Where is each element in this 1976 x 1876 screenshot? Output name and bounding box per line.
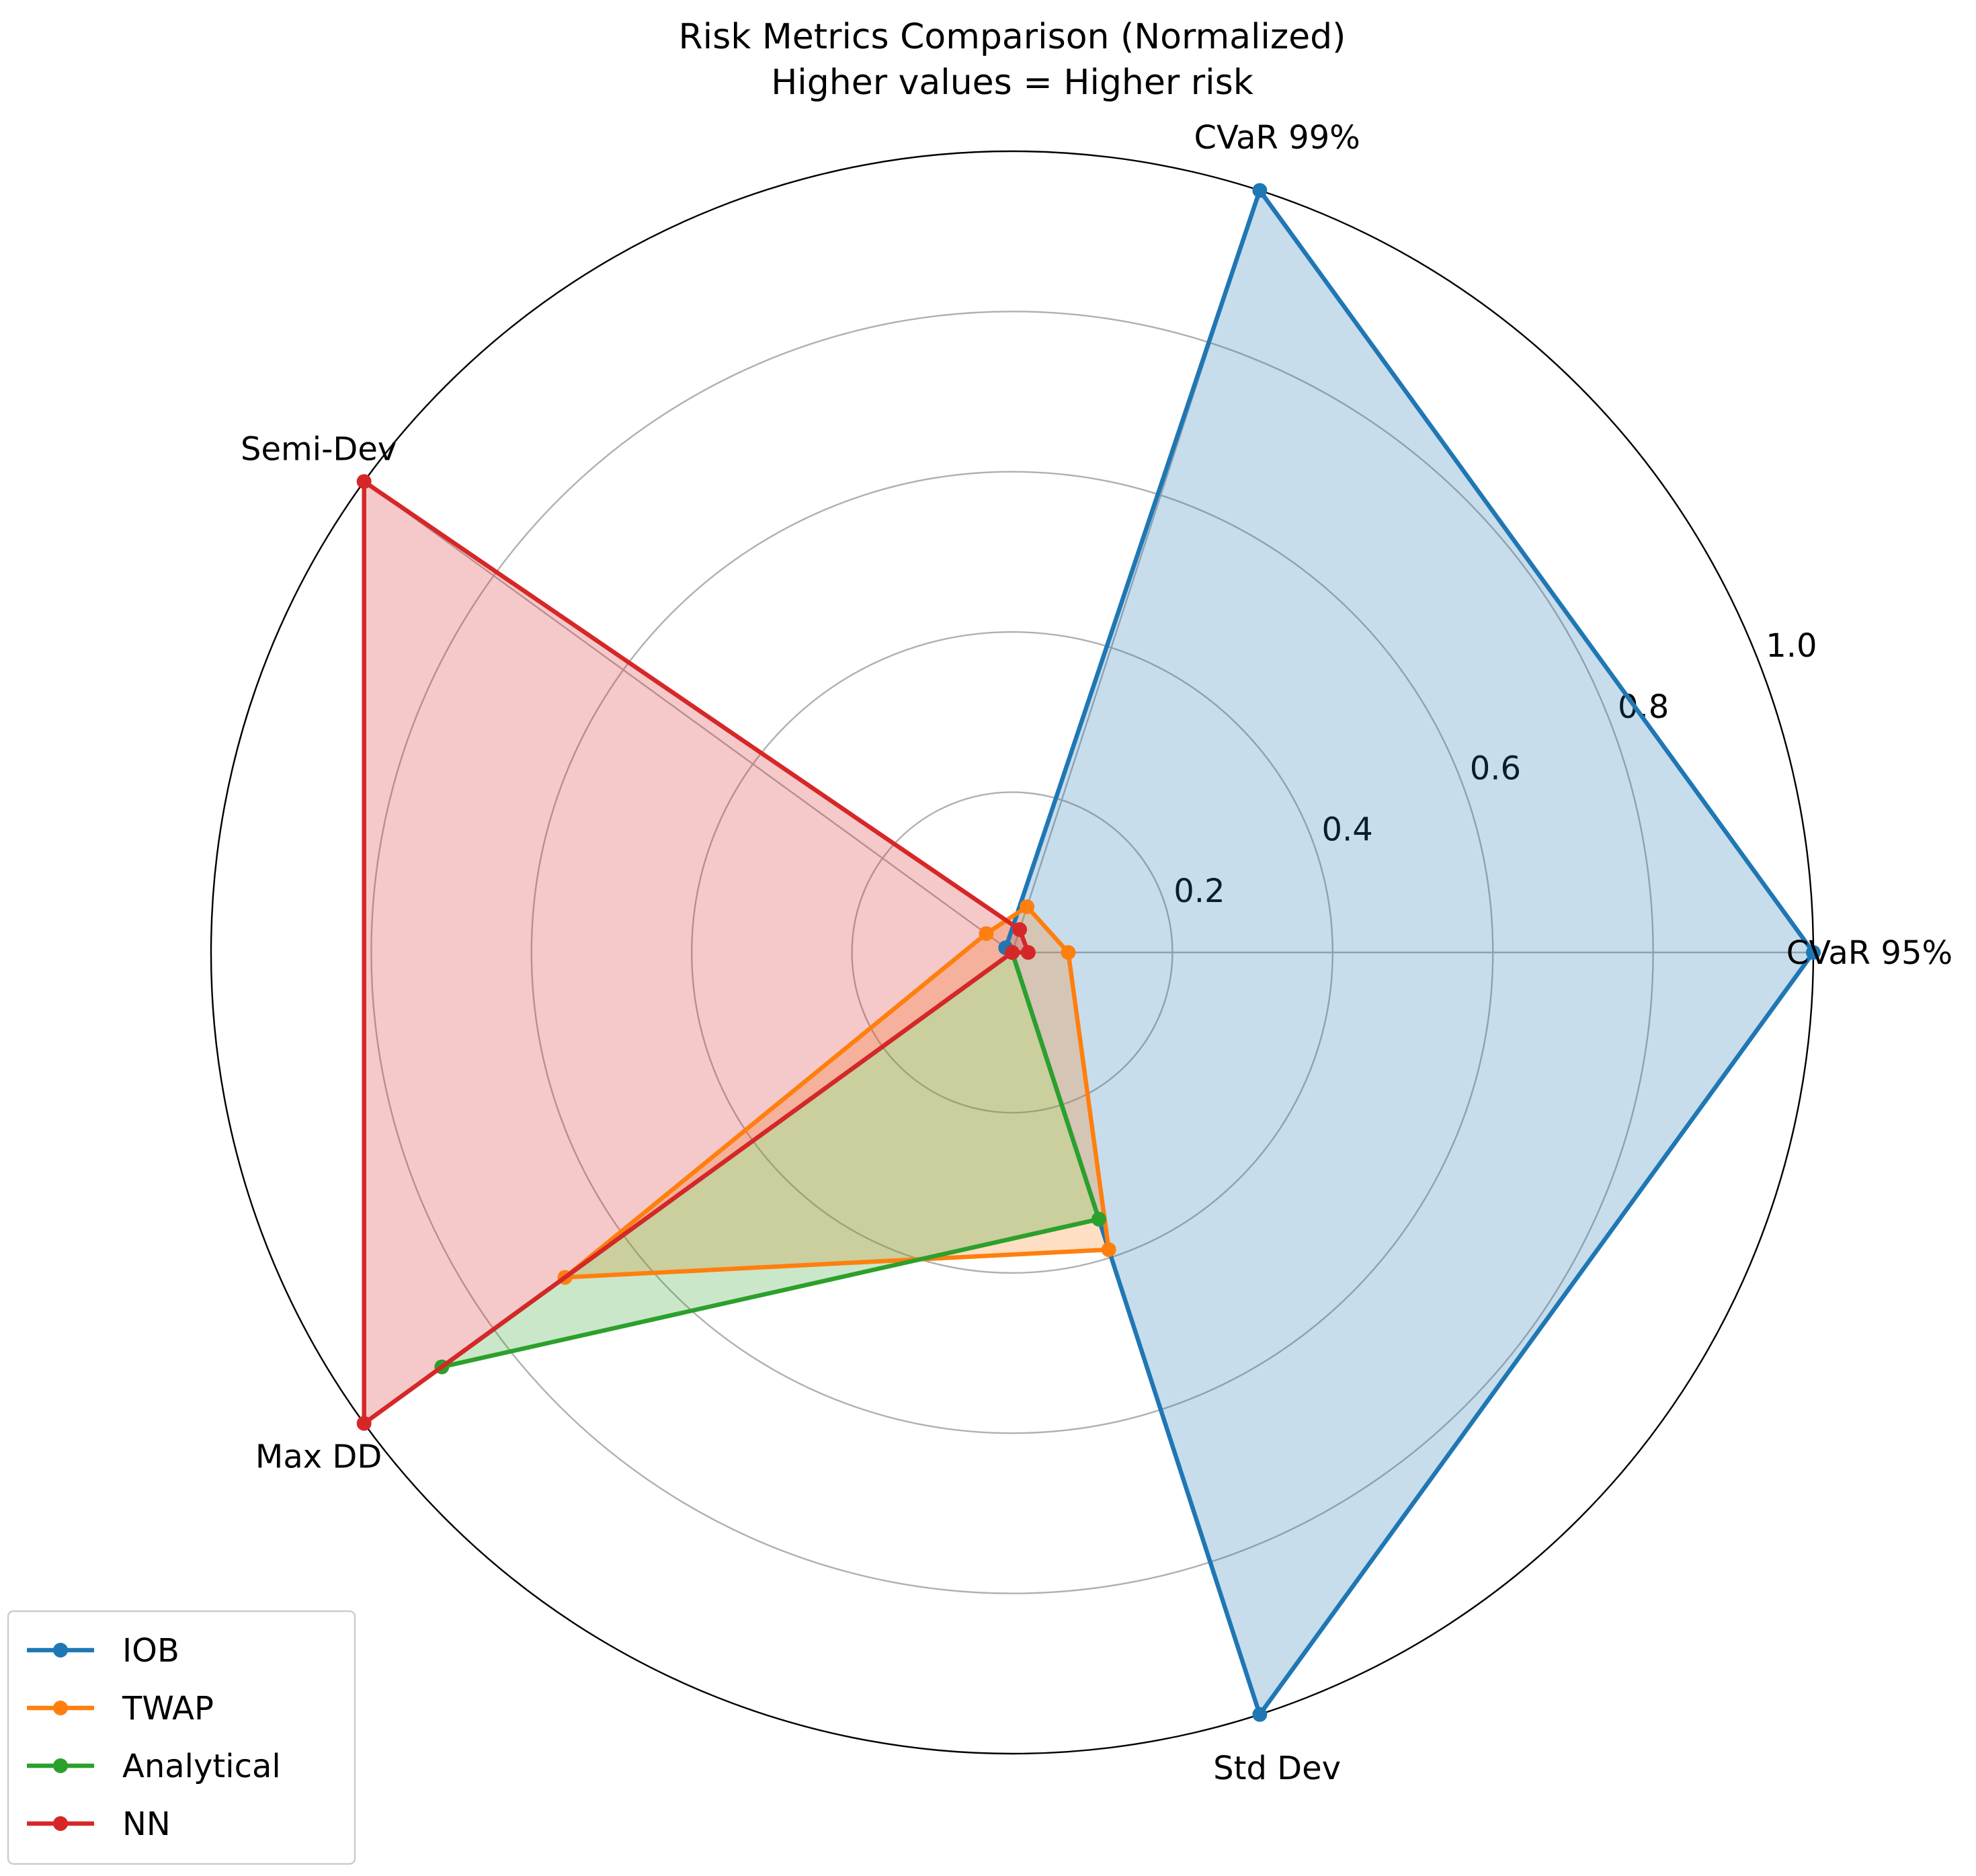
data-point-nn-cvar-99 — [1012, 922, 1028, 937]
chart-title-line-1: Risk Metrics Comparison (Normalized) — [679, 17, 1346, 57]
data-point-nn-max-dd — [356, 1416, 372, 1431]
radial-tick-label-0-6: 0.6 — [1470, 749, 1521, 787]
legend-label-twap: TWAP — [122, 1690, 214, 1727]
data-point-twap-semi-dev — [979, 926, 994, 941]
legend-swatch-marker-analytical — [53, 1758, 68, 1773]
axis-label-max-dd: Max DD — [255, 1438, 382, 1476]
series-lines — [356, 183, 1821, 1722]
legend: IOB TWAP Analytical NN — [7, 1610, 356, 1865]
axis-label-cvar-99: CVaR 99% — [1194, 119, 1360, 157]
series-fill-twap — [565, 907, 1109, 1278]
data-point-nn-cvar-95 — [1020, 945, 1036, 960]
axis-labels: CVaR 95% CVaR 99% Semi-Dev Max DD Std Dev — [241, 119, 1952, 1787]
legend-label-nn: NN — [122, 1805, 171, 1843]
legend-label-iob: IOB — [122, 1632, 179, 1670]
legend-swatch-marker-iob — [53, 1643, 68, 1658]
series-fills — [364, 190, 1813, 1715]
chart-title: Risk Metrics Comparison (Normalized) Hig… — [679, 17, 1346, 103]
series-line-twap — [558, 903, 1112, 1280]
data-point-twap-std-dev — [1101, 1242, 1116, 1258]
legend-swatch-marker-twap — [53, 1701, 68, 1715]
axis-label-std-dev: Std Dev — [1213, 1750, 1341, 1787]
data-point-iob-std-dev — [1252, 1707, 1268, 1722]
data-point-iob-cvar-99 — [1252, 183, 1268, 198]
radial-tick-label-1-0: 1.0 — [1766, 627, 1817, 665]
grid-spoke-semi-dev — [363, 481, 1013, 953]
legend-frame — [7, 1610, 356, 1865]
radial-tick-label-0-2: 0.2 — [1174, 872, 1225, 910]
legend-swatch-marker-nn — [53, 1816, 68, 1831]
chart-subtitle: Higher values = Higher risk — [771, 63, 1253, 103]
data-point-nn-semi-dev — [356, 474, 372, 489]
series-fill-iob — [1005, 190, 1813, 1715]
axis-label-cvar-95: CVaR 95% — [1786, 934, 1952, 972]
series-fill-nn — [364, 481, 1028, 1424]
data-point-analytical-std-dev — [1091, 1211, 1106, 1227]
data-point-twap-cvar-99 — [1020, 899, 1035, 914]
radial-tick-label-0-4: 0.4 — [1322, 811, 1373, 849]
legend-label-analytical: Analytical — [122, 1748, 281, 1785]
data-point-nn-std-dev — [1005, 945, 1020, 960]
axis-label-semi-dev: Semi-Dev — [241, 430, 397, 468]
data-point-iob-cvar-95 — [1806, 945, 1821, 960]
data-point-twap-cvar-95 — [1061, 945, 1076, 960]
series-fill-analytical — [442, 952, 1099, 1367]
